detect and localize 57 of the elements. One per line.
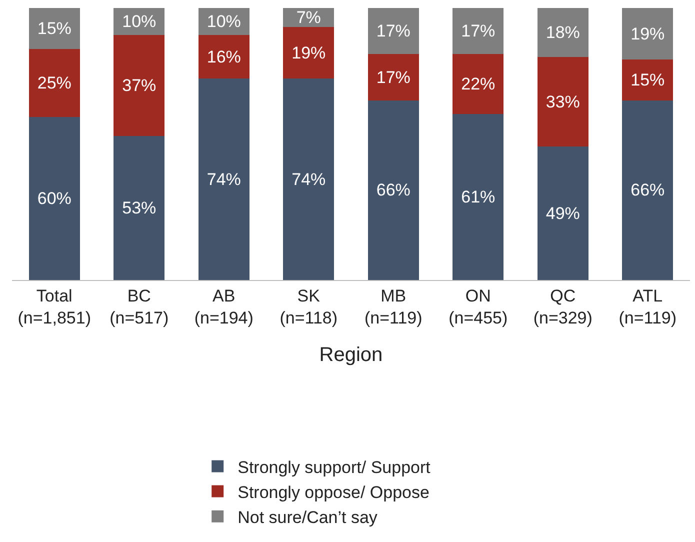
data-label: 37% bbox=[122, 76, 156, 96]
data-label: 15% bbox=[37, 18, 72, 38]
data-label: 33% bbox=[546, 92, 580, 112]
data-label: 17% bbox=[376, 68, 410, 87]
bar bbox=[452, 114, 504, 280]
data-label: 60% bbox=[37, 188, 72, 208]
data-label: 49% bbox=[546, 204, 580, 223]
data-label: 17% bbox=[376, 22, 410, 41]
x-tick-label: Total (n=1,851) bbox=[18, 286, 92, 328]
bar bbox=[368, 8, 419, 54]
bar bbox=[452, 54, 504, 114]
x-tick-label: BC (n=517) bbox=[110, 286, 169, 328]
data-label: 10% bbox=[122, 12, 156, 32]
bar bbox=[114, 35, 165, 136]
bar bbox=[622, 8, 674, 60]
bar bbox=[114, 136, 165, 280]
bar bbox=[28, 48, 80, 117]
data-label: 19% bbox=[292, 43, 326, 62]
legend-label: Strongly support/ Support bbox=[238, 458, 431, 477]
data-label: 7% bbox=[296, 8, 321, 28]
bar bbox=[368, 54, 419, 100]
legend-label: Strongly oppose/ Oppose bbox=[238, 482, 430, 502]
x-tick-label: ON (n=455) bbox=[448, 286, 508, 328]
data-label: 74% bbox=[206, 170, 241, 189]
bar bbox=[198, 78, 250, 280]
legend-label: Not sure/Can’t say bbox=[238, 508, 378, 528]
bar bbox=[452, 8, 504, 54]
x-axis-title: Region bbox=[319, 344, 383, 366]
data-label: 74% bbox=[292, 170, 326, 189]
bar bbox=[198, 35, 250, 79]
x-tick-label: QC (n=329) bbox=[533, 286, 592, 328]
bar bbox=[537, 56, 588, 147]
data-label: 17% bbox=[461, 22, 496, 41]
bar bbox=[28, 8, 80, 49]
x-tick-label: ATL (n=119) bbox=[618, 286, 677, 328]
x-tick-label: MB (n=119) bbox=[364, 286, 422, 328]
bar bbox=[283, 78, 334, 280]
bar bbox=[368, 100, 419, 280]
bar bbox=[537, 8, 588, 57]
data-label: 16% bbox=[206, 47, 241, 66]
data-label: 61% bbox=[461, 188, 496, 207]
data-label: 10% bbox=[206, 12, 241, 32]
bar bbox=[622, 60, 674, 100]
bar bbox=[622, 100, 674, 280]
data-label: 15% bbox=[630, 70, 665, 90]
bar bbox=[283, 27, 334, 79]
data-label: 19% bbox=[630, 24, 665, 44]
data-label: 25% bbox=[37, 73, 72, 92]
data-label: 18% bbox=[546, 22, 580, 42]
data-label: 53% bbox=[122, 198, 156, 218]
bar bbox=[537, 146, 588, 280]
data-label: 66% bbox=[376, 180, 410, 200]
bar bbox=[28, 116, 80, 280]
x-tick-label: SK (n=118) bbox=[280, 286, 338, 328]
data-label: 66% bbox=[630, 180, 665, 200]
data-label: 22% bbox=[461, 74, 496, 94]
x-tick-label: AB (n=194) bbox=[194, 286, 254, 328]
